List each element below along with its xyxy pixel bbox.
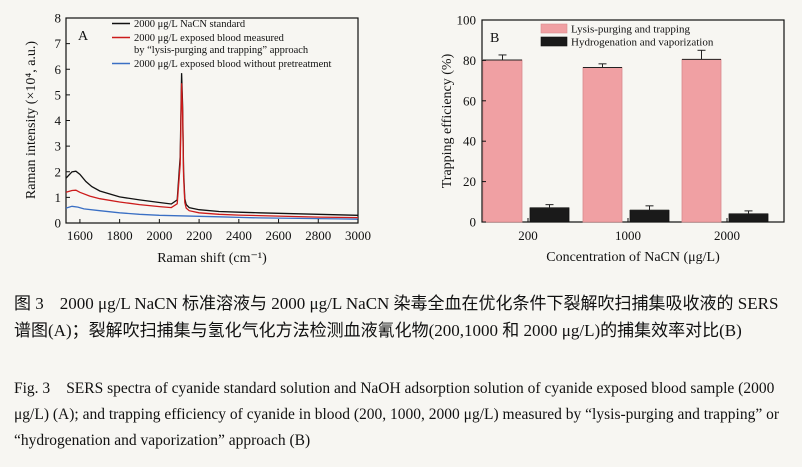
panel-b-y-tick-label: 100 xyxy=(457,13,477,28)
panel-b-ticks: 0 20 40 60 80 100 200 1000 2000 xyxy=(457,13,741,244)
caption-chinese-label: 图 3 xyxy=(14,294,44,313)
panel-b-legend-swatch-0 xyxy=(540,23,568,34)
panel-a-x-tick-label: 3000 xyxy=(345,228,371,243)
panel-b-trapping-efficiency: 0 20 40 60 80 100 200 1000 2000 B Lysis-purging … xyxy=(440,13,785,265)
panel-a-series-line-0 xyxy=(65,73,359,216)
panel-b-y-axis-label: Trapping efficiency (%) xyxy=(440,53,455,188)
panel-a-legend-label-0: 2000 μg/L NaCN standard xyxy=(134,19,246,30)
panel-a-y-tick-label: 6 xyxy=(55,62,62,77)
panel-a-x-tick-label: 2800 xyxy=(305,228,331,243)
panel-a-y-axis-label: Raman intensity (×10⁴, a.u.) xyxy=(24,41,39,200)
panel-a-x-tick-label: 2400 xyxy=(226,228,252,243)
panel-b-bar-1-0 xyxy=(529,207,570,223)
panel-a-y-tick-label: 3 xyxy=(55,139,62,154)
panel-b-x-tick-label: 1000 xyxy=(615,228,641,243)
panel-a-legend-label-1: 2000 μg/L exposed blood measured by “lysi… xyxy=(134,33,309,56)
panel-b-legend-label-0: Lysis-purging and trapping xyxy=(571,24,690,36)
caption-chinese-text: 2000 μg/L NaCN 标准溶液与 2000 μg/L NaCN 染毒全血… xyxy=(14,294,779,340)
panel-a-raman-spectra: 1600 1800 2000 2200 2400 2600 2800 3000 0 1 2 3 4 5 6 7… xyxy=(24,11,371,267)
panel-b-legend: Lysis-purging and trappingHydrogenation … xyxy=(540,23,714,49)
panel-a-series-line-1 xyxy=(65,83,359,219)
panel-a-y-tick-label: 5 xyxy=(55,87,62,102)
panel-b-bars xyxy=(482,49,769,223)
panel-a-y-tick-label: 0 xyxy=(55,216,62,231)
panel-b-y-tick-label: 40 xyxy=(463,134,476,149)
panel-a-legend-label-2: 2000 μg/L exposed blood without pretreat… xyxy=(134,59,331,70)
panel-a-x-tick-label: 2600 xyxy=(266,228,292,243)
caption-english-label: Fig. 3 xyxy=(14,380,51,397)
panel-b-plot-frame xyxy=(481,19,785,223)
panel-a-x-tick-label: 1800 xyxy=(107,228,133,243)
caption-english: Fig. 3 SERS spectra of cyanide standard s… xyxy=(14,376,794,454)
panel-b-bar-1-2 xyxy=(728,213,769,223)
panel-b-y-tick-label: 20 xyxy=(463,174,476,189)
panel-a-x-axis-label: Raman shift (cm⁻¹) xyxy=(157,251,267,266)
panel-b-y-tick-label: 60 xyxy=(463,93,476,108)
caption-chinese: 图 3 2000 μg/L NaCN 标准溶液与 2000 μg/L NaCN 染… xyxy=(14,290,794,344)
panel-a-y-tick-label: 1 xyxy=(55,190,62,205)
panel-a-y-tick-label: 4 xyxy=(55,113,62,128)
panel-a-series xyxy=(65,73,359,220)
panel-b-x-axis-label: Concentration of NaCN (μg/L) xyxy=(546,250,720,265)
panel-a-x-tick-label: 1600 xyxy=(67,228,93,243)
panel-b-x-tick-label: 2000 xyxy=(714,228,740,243)
panel-a-series-line-2 xyxy=(65,205,359,220)
panel-a-letter: A xyxy=(78,29,89,44)
panel-b-y-tick-label: 80 xyxy=(463,53,476,68)
panel-a-y-tick-label: 2 xyxy=(55,164,62,179)
panel-a-ticks: 1600 1800 2000 2200 2400 2600 2800 3000 0 1 2 3 4 5 6 7… xyxy=(55,11,372,244)
panel-b-y-tick-label: 0 xyxy=(470,215,477,230)
panel-b-bar-0-2 xyxy=(681,58,722,223)
panel-b-legend-swatch-1 xyxy=(540,36,568,47)
panel-a-x-tick-label: 2000 xyxy=(146,228,172,243)
panel-b-bar-1-1 xyxy=(629,209,670,223)
panel-b-x-tick-label: 200 xyxy=(518,228,538,243)
panel-a-x-tick-label: 2200 xyxy=(186,228,212,243)
panel-a-y-tick-label: 8 xyxy=(55,11,62,26)
panel-b-bar-0-0 xyxy=(482,59,523,223)
caption-english-text: SERS spectra of cyanide standard solutio… xyxy=(14,380,780,449)
panel-b-letter: B xyxy=(490,31,499,46)
panel-b-legend-label-1: Hydrogenation and vaporization xyxy=(571,37,714,49)
figure-3: 1600 1800 2000 2200 2400 2600 2800 300001234567… xyxy=(24,11,785,267)
panel-b-bar-0-1 xyxy=(582,67,623,223)
panel-a-legend: 2000 μg/L NaCN standard 2000 μg/L exposed… xyxy=(112,19,331,70)
panel-a-y-tick-label: 7 xyxy=(55,36,62,51)
